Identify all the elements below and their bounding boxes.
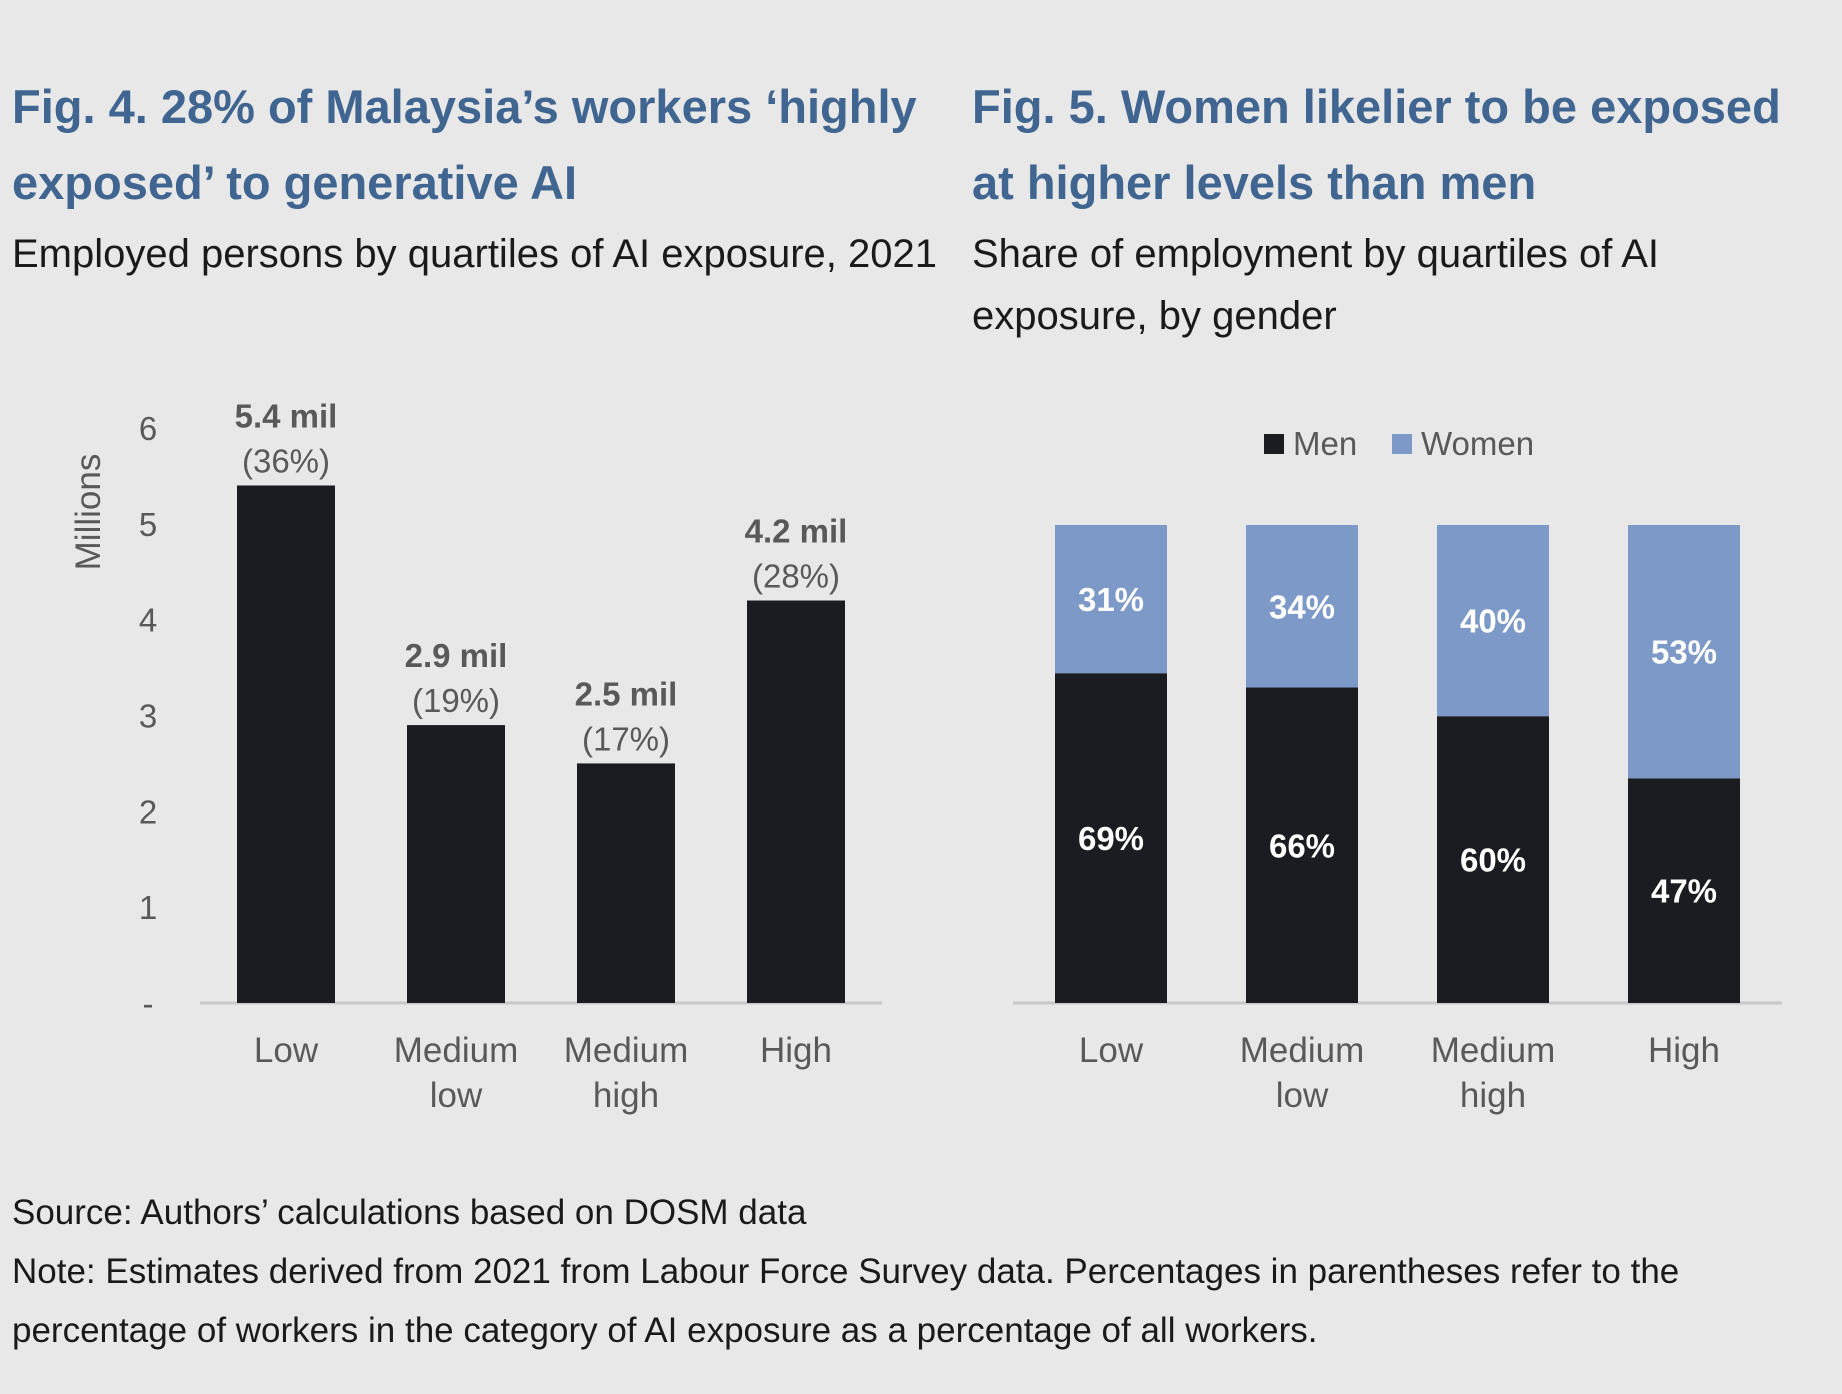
bar-segment-women — [1246, 525, 1358, 688]
fig4-subtitle: Employed persons by quartiles of AI expo… — [12, 232, 937, 276]
bar-segment-men — [1246, 687, 1358, 1003]
bar-segment-women — [1055, 525, 1167, 674]
source-note: Source: Authors’ calculations based on D… — [12, 1193, 807, 1232]
charts-canvas: - 1 2 3 4 5 6 Millions 5.4 mil (36%) Low 2.9 mil (19… — [69, 398, 1782, 1115]
legend-swatch — [1264, 434, 1284, 454]
x-tick-label: Low — [254, 1031, 319, 1070]
y-axis-title: Millions — [69, 454, 108, 571]
bar-segment-men — [1055, 673, 1167, 1003]
legend-swatch — [1392, 434, 1412, 454]
bar — [237, 485, 335, 1003]
bar-segment-women — [1628, 525, 1740, 779]
segment-label: 60% — [1460, 842, 1526, 879]
x-tick-label: Medium — [1240, 1031, 1364, 1070]
bar-value-label: 2.9 mil — [405, 637, 508, 674]
segment-label: 40% — [1460, 603, 1526, 640]
x-tick-label: high — [1460, 1076, 1526, 1115]
y-tick-label: 1 — [139, 889, 157, 926]
x-tick-label: low — [430, 1076, 483, 1115]
segment-label: 47% — [1651, 873, 1717, 910]
bar-share-label: (19%) — [412, 682, 500, 719]
y-tick-label: 2 — [139, 793, 157, 830]
y-tick-label: 5 — [139, 506, 157, 543]
x-tick-label: Medium — [564, 1031, 688, 1070]
bar-share-label: (17%) — [582, 720, 670, 757]
x-tick-label: Low — [1079, 1031, 1144, 1070]
segment-label: 53% — [1651, 634, 1717, 671]
y-tick-label: 6 — [139, 410, 157, 447]
bar-segment-men — [1628, 778, 1740, 1003]
bar-value-label: 5.4 mil — [235, 398, 338, 435]
y-tick-label: 4 — [139, 602, 157, 639]
x-tick-label: Medium — [394, 1031, 518, 1070]
fig5-subtitle: Share of employment by quartiles of AI e… — [972, 232, 1660, 338]
bar — [747, 600, 845, 1003]
x-tick-label: High — [760, 1031, 832, 1070]
x-tick-label: low — [1276, 1076, 1329, 1115]
x-tick-label: Medium — [1431, 1031, 1555, 1070]
legend-label: Women — [1421, 425, 1534, 462]
bar-segment-women — [1437, 525, 1549, 717]
bar-value-label: 2.5 mil — [575, 675, 678, 712]
segment-label: 31% — [1078, 581, 1144, 618]
fig4-title: Fig. 4. 28% of Malaysia’s workers ‘highl… — [12, 80, 917, 209]
bar — [577, 763, 675, 1003]
bar-segment-men — [1437, 716, 1549, 1003]
legend-label: Men — [1293, 425, 1357, 462]
segment-label: 34% — [1269, 588, 1335, 625]
bar-share-label: (36%) — [242, 443, 330, 480]
bar-share-label: (28%) — [752, 558, 840, 595]
fig5-title: Fig. 5. Women likelier to be exposed at … — [972, 80, 1781, 209]
segment-label: 66% — [1269, 827, 1335, 864]
segment-label: 69% — [1078, 820, 1144, 857]
x-tick-label: high — [593, 1076, 659, 1115]
y-tick-label: - — [143, 985, 154, 1022]
footnote: Note: Estimates derived from 2021 from L… — [12, 1252, 1680, 1350]
x-tick-label: High — [1648, 1031, 1720, 1070]
bar-value-label: 4.2 mil — [745, 513, 848, 550]
bar — [407, 725, 505, 1003]
y-tick-label: 3 — [139, 698, 157, 735]
